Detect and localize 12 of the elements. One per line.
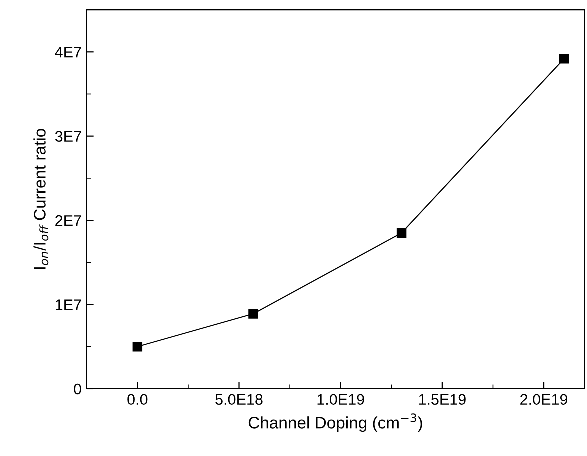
- x-tick-label: 1.0E19: [318, 394, 364, 406]
- x-tick-label: 5.0E18: [216, 394, 263, 406]
- y-tick-label: 3E7: [55, 131, 82, 142]
- x-tick-label: 0.0: [128, 394, 148, 406]
- y-tick-label: 1E7: [56, 300, 82, 310]
- x-tick-label: 1.5E19: [419, 394, 466, 406]
- y-tick-label: 0: [74, 384, 82, 395]
- y-axis-title: I$_{on}$/I$_{off}$ Current ratio: [34, 129, 49, 270]
- x-tick-label: 2.0E19: [520, 394, 568, 406]
- y-tick-label: 4E7: [55, 47, 82, 58]
- y-tick-label: 2E7: [56, 215, 82, 226]
- x-axis-title: Channel Doping (cm$^{−3}$): [248, 414, 422, 432]
